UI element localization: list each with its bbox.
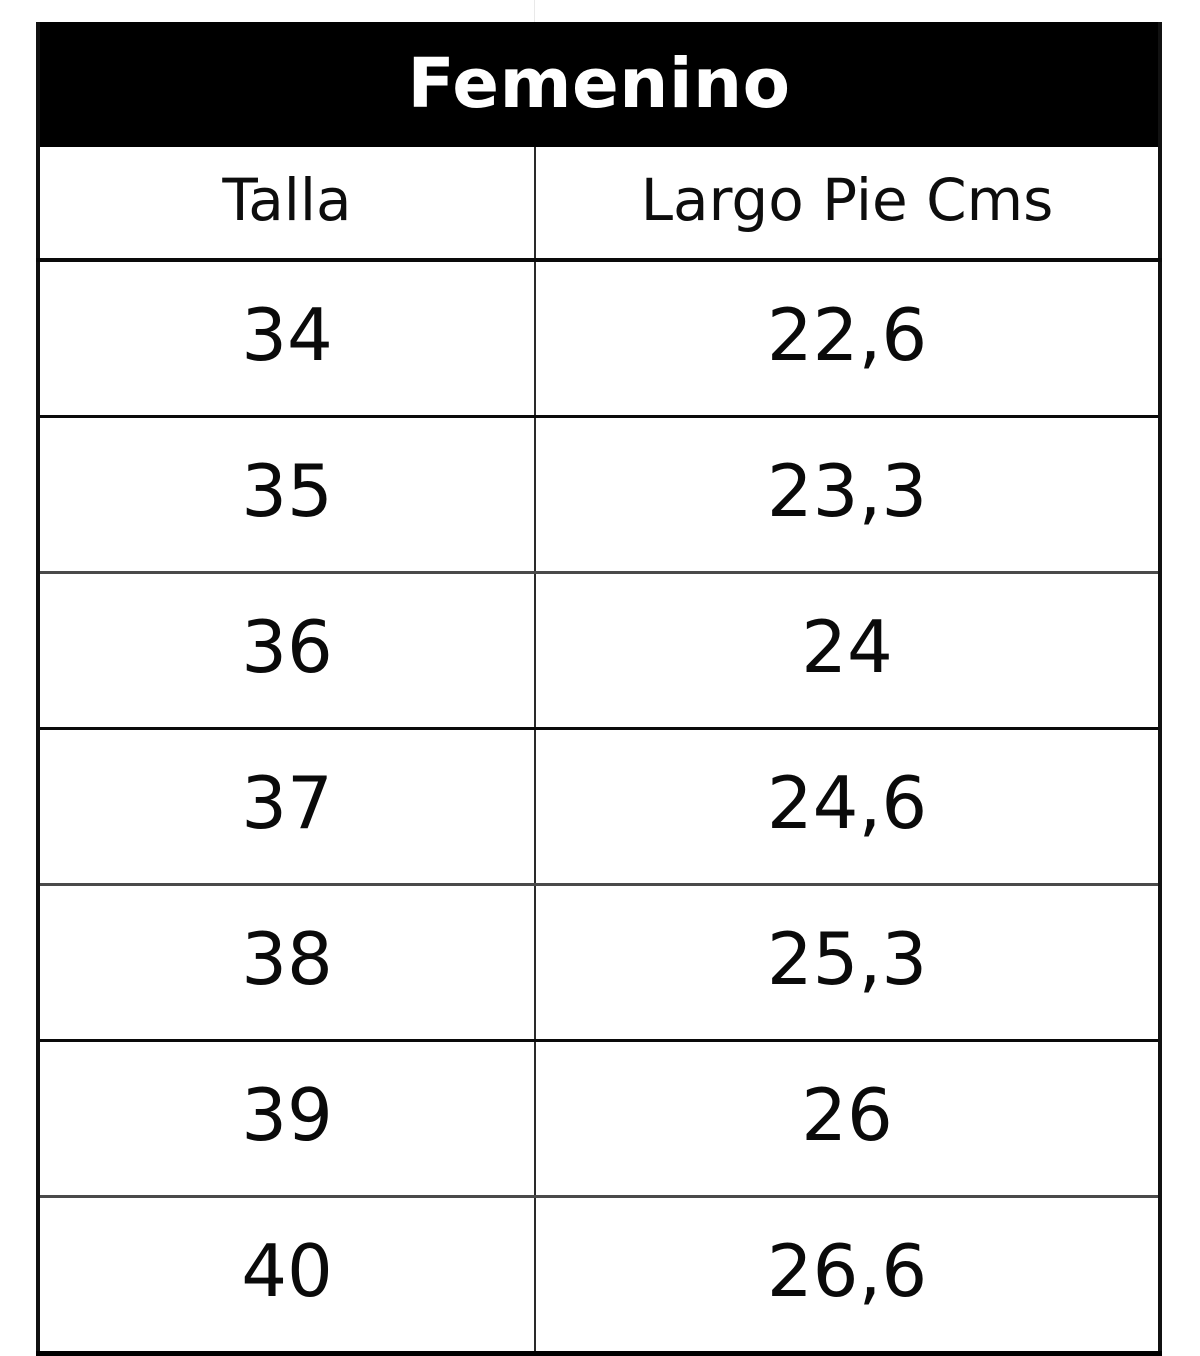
cell-largo-pie-cms: 25,3 [535,884,1163,1042]
cell-largo-pie-cms: 23,3 [535,416,1163,574]
cell-largo-pie-cms: 24,6 [535,728,1163,886]
cell-largo-pie-cms: 26,6 [535,1196,1163,1356]
table-title-row: Femenino [35,22,1163,147]
table-row: 36 24 [36,572,1163,730]
page: Femenino Talla Largo Pie Cms 34 22,6 35 … [35,0,1163,1356]
column-header-row: Talla Largo Pie Cms [36,146,1163,262]
cell-talla: 38 [36,884,536,1042]
table-row: 38 25,3 [36,884,1163,1042]
table-row: 37 24,6 [36,728,1163,886]
table-body: 34 22,6 35 23,3 36 24 37 24,6 38 25,3 39… [36,260,1163,1356]
cell-largo-pie-cms: 22,6 [535,260,1163,418]
cell-talla: 40 [36,1196,536,1356]
table-row: 39 26 [36,1040,1163,1198]
column-header-talla: Talla [36,146,536,262]
cell-talla: 34 [36,260,536,418]
shoe-size-table: Femenino Talla Largo Pie Cms 34 22,6 35 … [35,22,1163,1356]
column-header-largo-pie-cms: Largo Pie Cms [535,146,1163,262]
cell-largo-pie-cms: 24 [535,572,1163,730]
scan-artifact-tick [534,0,535,22]
cell-talla: 35 [36,416,536,574]
table-row: 34 22,6 [36,260,1163,418]
cell-talla: 39 [36,1040,536,1198]
cell-talla: 36 [36,572,536,730]
table-title: Femenino [35,22,1163,147]
cell-talla: 37 [36,728,536,886]
table-row: 40 26,6 [36,1196,1163,1356]
cell-largo-pie-cms: 26 [535,1040,1163,1198]
table-row: 35 23,3 [36,416,1163,574]
